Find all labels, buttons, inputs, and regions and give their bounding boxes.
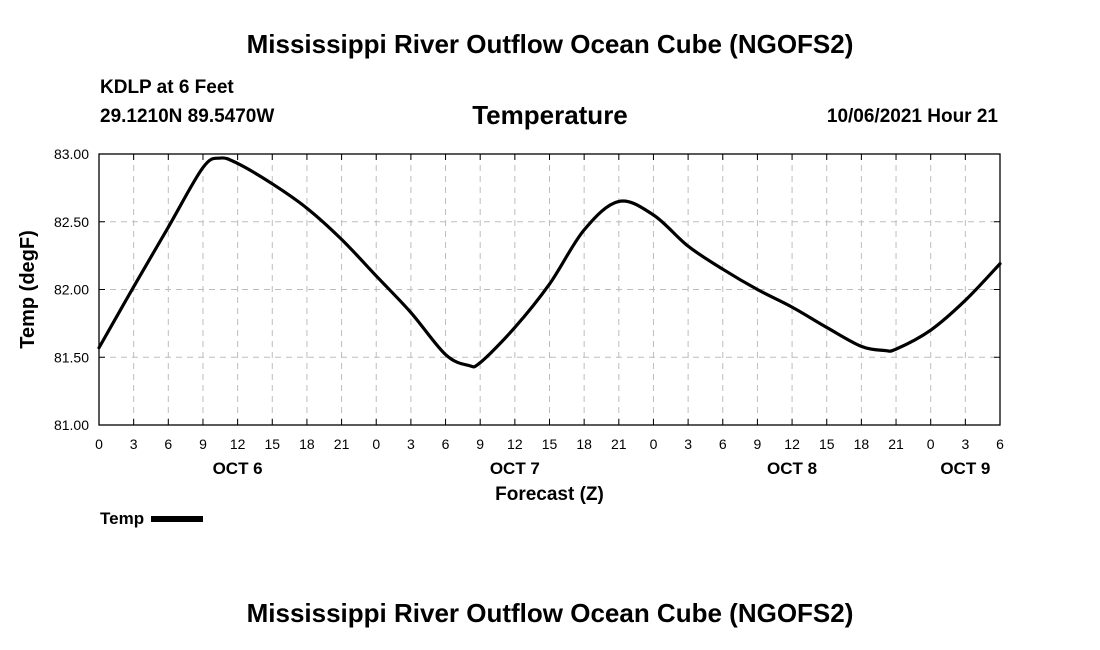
x-tick-label: 3 (961, 436, 969, 452)
legend: Temp (100, 509, 204, 529)
x-day-label: OCT 7 (490, 459, 540, 478)
x-tick-label: 15 (542, 436, 558, 452)
x-tick-label: 6 (442, 436, 450, 452)
station-label: KDLP at 6 Feet (100, 77, 234, 98)
y-tick-label: 81.00 (54, 417, 89, 433)
y-tick-label: 83.00 (54, 146, 89, 162)
x-tick-label: 6 (719, 436, 727, 452)
x-tick-label: 21 (611, 436, 627, 452)
legend-label-temp: Temp (100, 509, 145, 528)
chart-footer-title: Mississippi River Outflow Ocean Cube (NG… (246, 598, 854, 628)
temperature-chart: 0 3 6 9 12 15 18 21 0 3 6 9 12 15 18 21 0 3 6 9 12 15 18 21 0 3 6 8… (17, 146, 1004, 505)
x-tick-label: 18 (854, 436, 870, 452)
x-tick-label: 21 (888, 436, 904, 452)
y-tick-label: 82.00 (54, 282, 89, 298)
x-tick-label: 6 (996, 436, 1004, 452)
x-tick-label: 3 (407, 436, 415, 452)
chart-subtitle: Temperature (472, 100, 628, 130)
x-tick-label: 9 (199, 436, 207, 452)
x-tick-label: 9 (754, 436, 762, 452)
x-day-label: OCT 8 (767, 459, 817, 478)
legend-swatch-temp (151, 516, 204, 522)
x-tick-label: 12 (230, 436, 246, 452)
x-tick-label: 18 (299, 436, 315, 452)
x-day-label: OCT 6 (213, 459, 263, 478)
x-tick-label: 0 (95, 436, 103, 452)
x-tick-label: 3 (684, 436, 692, 452)
y-axis-title: Temp (degF) (17, 230, 39, 349)
x-tick-label: 21 (334, 436, 350, 452)
chart-main-title: Mississippi River Outflow Ocean Cube (NG… (246, 29, 854, 59)
x-tick-label: 0 (372, 436, 380, 452)
x-tick-label: 15 (819, 436, 835, 452)
x-tick-label: 18 (576, 436, 592, 452)
series-line-temp (97, 156, 1002, 369)
y-tick-label: 81.50 (54, 349, 89, 365)
y-tick-label: 82.50 (54, 214, 89, 230)
forecast-datetime: 10/06/2021 Hour 21 (826, 106, 998, 127)
x-tick-label: 12 (507, 436, 523, 452)
x-tick-label: 9 (476, 436, 484, 452)
x-tick-label: 0 (927, 436, 935, 452)
x-tick-label: 15 (264, 436, 280, 452)
x-tick-label: 12 (784, 436, 800, 452)
x-tick-label: 6 (164, 436, 172, 452)
station-coordinates: 29.1210N 89.5470W (100, 106, 275, 127)
x-axis-title: Forecast (Z) (495, 484, 604, 505)
x-tick-label: 0 (650, 436, 658, 452)
x-day-label: OCT 9 (940, 459, 990, 478)
x-tick-label: 3 (130, 436, 138, 452)
